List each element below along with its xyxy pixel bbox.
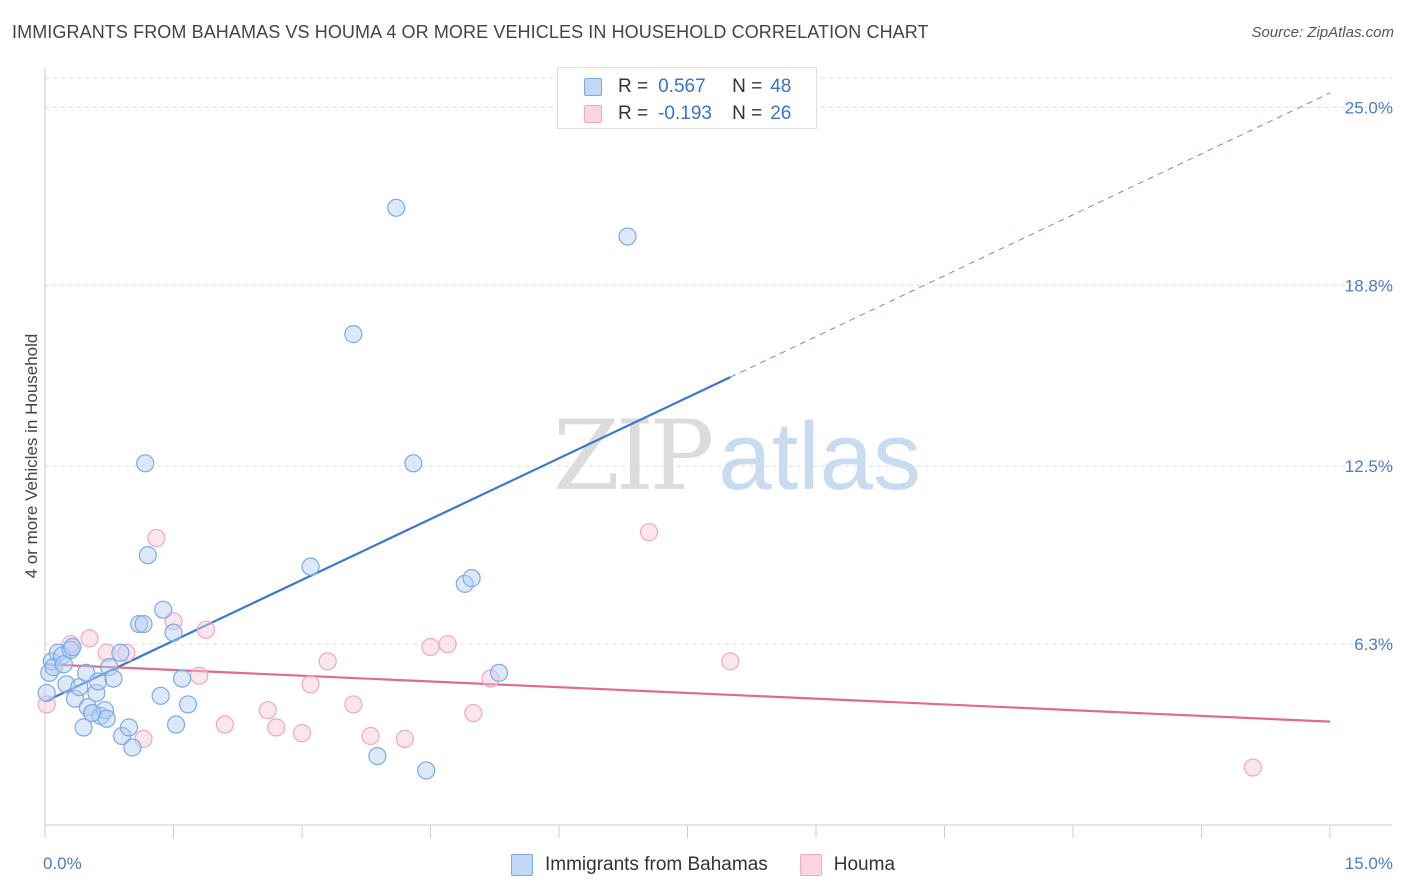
legend-r-value: 0.567	[658, 76, 706, 97]
point-bahamas	[489, 663, 509, 682]
legend-swatch-houma	[584, 105, 602, 123]
point-bahamas	[136, 454, 155, 473]
stats-legend: R = 0.567 N = 48 R = -0.193 N = 26	[557, 67, 817, 129]
legend-n-value: 26	[770, 103, 792, 124]
point-bahamas	[104, 669, 123, 688]
point-houma	[258, 701, 277, 720]
point-houma	[318, 652, 337, 671]
series-legend-houma: Houma	[799, 854, 896, 876]
legend-r-label: R =	[618, 103, 649, 124]
point-bahamas	[368, 747, 387, 766]
point-bahamas	[404, 454, 423, 473]
series-label-bahamas: Immigrants from Bahamas	[544, 854, 768, 875]
y-tick-label: 18.8%	[1345, 276, 1393, 295]
trend-line-houma	[44, 663, 1331, 723]
x-tick-label: 15.0%	[1345, 854, 1393, 873]
trend-line-bahamas	[44, 376, 731, 703]
point-bahamas	[138, 546, 157, 565]
trend-lines	[44, 92, 1331, 723]
legend-swatch-bahamas	[584, 78, 602, 96]
point-bahamas	[123, 738, 142, 757]
point-bahamas	[164, 623, 183, 642]
point-bahamas	[119, 718, 139, 737]
point-bahamas	[417, 761, 436, 780]
point-houma	[190, 666, 209, 685]
legend-row-bahamas: R = 0.567 N = 48	[584, 75, 791, 99]
point-bahamas	[130, 614, 149, 634]
point-houma	[395, 729, 414, 748]
point-houma	[639, 523, 659, 542]
legend-n-label: N =	[732, 76, 763, 97]
point-houma	[292, 724, 312, 743]
point-bahamas	[154, 600, 173, 619]
y-tick-label: 12.5%	[1345, 457, 1393, 476]
point-bahamas	[178, 695, 198, 714]
legend-r-label: R =	[618, 76, 649, 97]
point-houma	[438, 635, 457, 654]
point-bahamas	[462, 569, 481, 588]
point-bahamas	[63, 637, 82, 657]
series-legend: Immigrants from Bahamas Houma	[0, 852, 1406, 878]
axes	[44, 68, 1392, 838]
point-bahamas	[89, 672, 108, 691]
y-axis-label: 4 or more Vehicles in Household	[22, 334, 41, 579]
point-bahamas	[344, 325, 363, 344]
point-bahamas	[87, 683, 106, 703]
point-houma	[97, 643, 116, 662]
point-bahamas	[61, 640, 80, 659]
point-bahamas	[100, 658, 119, 677]
point-bahamas	[618, 227, 637, 246]
point-houma	[147, 528, 166, 548]
point-houma	[421, 637, 440, 657]
point-houma	[344, 695, 363, 714]
legend-n-label: N =	[732, 103, 763, 124]
series-swatch-bahamas	[510, 854, 533, 876]
tick-labels: 6.3% 12.5% 18.8% 25.0% 0.0% 15.0%	[43, 98, 1393, 873]
gridlines	[45, 77, 1392, 645]
point-houma	[267, 718, 286, 737]
point-houma	[301, 675, 320, 694]
y-tick-label: 25.0%	[1345, 98, 1393, 117]
series-legend-bahamas: Immigrants from Bahamas	[510, 854, 768, 876]
point-bahamas	[37, 683, 56, 703]
source-credit: Source: ZipAtlas.com	[1251, 24, 1394, 41]
point-houma	[117, 643, 136, 662]
point-bahamas	[387, 198, 406, 217]
legend-r-value: -0.193	[658, 103, 712, 124]
point-houma	[721, 652, 740, 671]
point-bahamas	[301, 557, 320, 576]
point-houma	[215, 715, 234, 734]
point-bahamas	[111, 643, 130, 662]
point-bahamas	[166, 715, 186, 734]
point-bahamas	[83, 703, 102, 723]
point-houma	[464, 703, 483, 723]
y-tick-label: 6.3%	[1354, 635, 1393, 654]
trend-line-bahamas-extension	[730, 92, 1331, 378]
legend-n-value: 48	[770, 76, 792, 97]
data-points	[37, 198, 1263, 780]
legend-row-houma: R = -0.193 N = 26	[584, 102, 791, 126]
point-houma	[1243, 758, 1263, 777]
x-tick-label: 0.0%	[43, 854, 82, 873]
point-houma	[196, 620, 216, 639]
chart-title: IMMIGRANTS FROM BAHAMAS VS HOUMA 4 OR MO…	[12, 22, 929, 42]
point-houma	[361, 726, 380, 746]
series-label-houma: Houma	[833, 854, 896, 875]
point-bahamas	[151, 686, 170, 705]
point-houma	[80, 629, 99, 648]
point-bahamas	[172, 669, 192, 688]
point-bahamas	[134, 614, 153, 634]
point-bahamas	[74, 718, 93, 737]
series-swatch-houma	[799, 854, 822, 876]
point-bahamas	[65, 689, 85, 708]
